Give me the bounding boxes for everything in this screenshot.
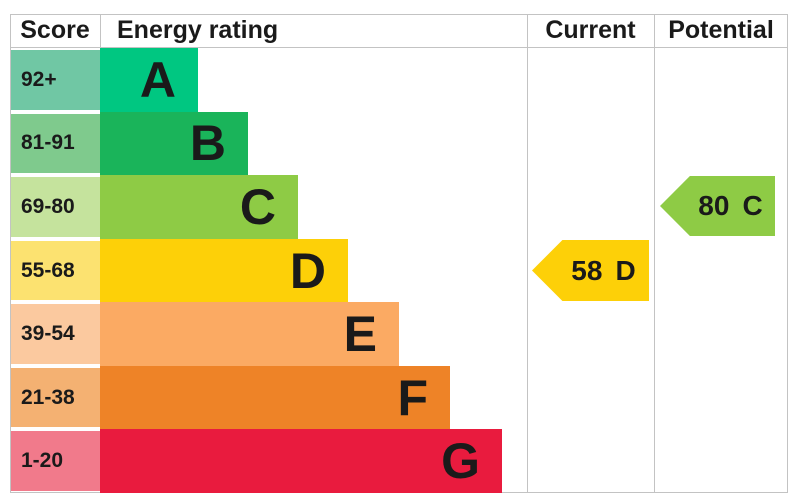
rating-bar-b: B xyxy=(100,111,248,176)
grade-letter-b: B xyxy=(189,115,226,172)
score-range-label: 1-20 xyxy=(21,449,64,473)
current-rating-score: 58 xyxy=(571,254,603,286)
grade-letter-d: D xyxy=(289,242,326,299)
score-column-divider xyxy=(100,14,101,47)
potential-column-divider xyxy=(654,14,655,493)
potential-rating-score: 80 xyxy=(698,190,730,221)
score-column-header: Score xyxy=(20,16,90,44)
score-range-label: 69-80 xyxy=(21,194,75,218)
current-rating-grade: D xyxy=(615,254,636,286)
energy-rating-column-header: Energy rating xyxy=(117,16,279,44)
grade-letter-a: A xyxy=(139,51,176,108)
band-row-b: 81-91 B xyxy=(11,111,788,176)
band-row-f: 21-38 F xyxy=(11,365,788,430)
rating-bar-f: F xyxy=(100,365,450,430)
current-column-header: Current xyxy=(545,16,636,44)
rating-bar-a: A xyxy=(100,48,198,112)
score-range-label: 21-38 xyxy=(21,385,75,409)
band-row-c: 69-80 C xyxy=(11,175,788,239)
rating-bands: 92+ A 81-91 B 69-80 C 55-68 xyxy=(11,48,788,494)
rating-bar-e: E xyxy=(100,302,399,366)
score-range-label: 55-68 xyxy=(21,258,75,282)
score-range-label: 92+ xyxy=(21,67,57,91)
score-range-d: 55-68 xyxy=(11,240,100,301)
current-column-divider xyxy=(527,14,528,493)
grade-letter-f: F xyxy=(397,369,428,426)
score-range-e: 39-54 xyxy=(11,304,100,364)
rating-bar-d: D xyxy=(100,238,348,303)
grade-letter-e: E xyxy=(343,306,377,363)
band-row-g: 1-20 G xyxy=(11,429,788,494)
score-range-label: 81-91 xyxy=(21,131,75,155)
rating-bar-g: G xyxy=(100,429,502,494)
score-range-a: 92+ xyxy=(11,50,100,110)
score-range-label: 39-54 xyxy=(21,322,75,346)
potential-column-header: Potential xyxy=(668,16,774,44)
score-range-b: 81-91 xyxy=(11,113,100,174)
header-bottom-divider xyxy=(10,47,788,48)
score-range-c: 69-80 xyxy=(11,177,100,237)
score-range-g: 1-20 xyxy=(11,431,100,492)
band-row-d: 55-68 D xyxy=(11,238,788,303)
grade-letter-c: C xyxy=(239,178,276,235)
band-row-a: 92+ A xyxy=(11,48,788,112)
score-range-f: 21-38 xyxy=(11,367,100,428)
grade-letter-g: G xyxy=(441,433,480,490)
rating-bar-c: C xyxy=(100,175,298,239)
band-row-e: 39-54 E xyxy=(11,302,788,366)
potential-rating-grade: C xyxy=(742,190,763,221)
